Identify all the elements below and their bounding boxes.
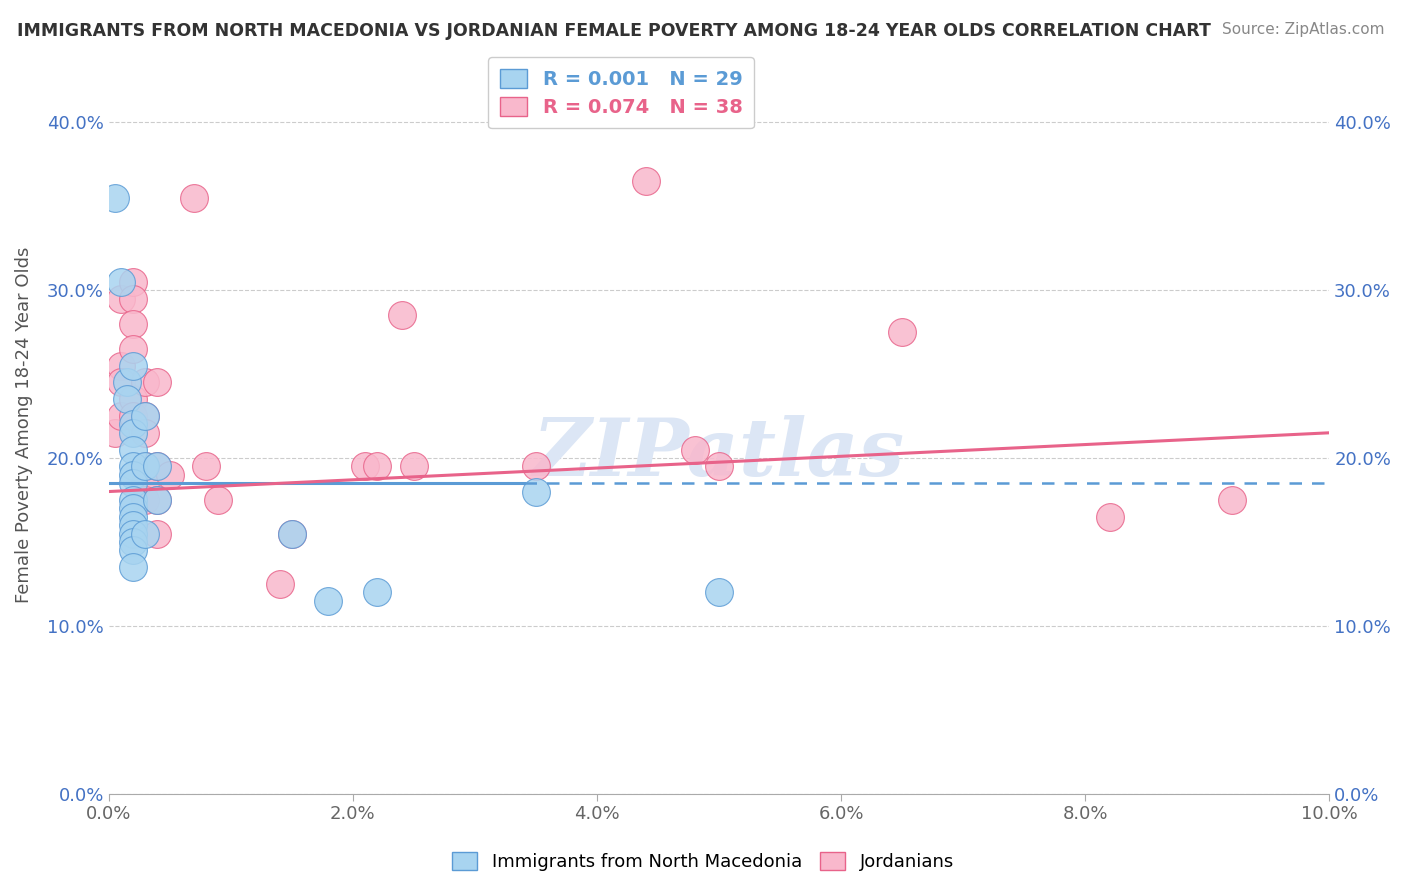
Point	[1220, 492, 1243, 507]
Point	[891, 325, 914, 339]
Point	[134, 409, 156, 423]
Point	[122, 425, 145, 440]
Point	[122, 501, 145, 516]
Point	[683, 442, 706, 457]
Legend: R = 0.001   N = 29, R = 0.074   N = 38: R = 0.001 N = 29, R = 0.074 N = 38	[488, 57, 754, 128]
Point	[115, 376, 138, 390]
Point	[122, 275, 145, 289]
Point	[146, 376, 169, 390]
Point	[134, 459, 156, 474]
Point	[134, 425, 156, 440]
Point	[318, 593, 340, 607]
Point	[122, 392, 145, 407]
Point	[122, 518, 145, 533]
Point	[195, 459, 218, 474]
Text: IMMIGRANTS FROM NORTH MACEDONIA VS JORDANIAN FEMALE POVERTY AMONG 18-24 YEAR OLD: IMMIGRANTS FROM NORTH MACEDONIA VS JORDA…	[17, 22, 1211, 40]
Point	[134, 476, 156, 491]
Point	[134, 376, 156, 390]
Point	[122, 543, 145, 558]
Point	[122, 476, 145, 491]
Point	[122, 509, 145, 524]
Point	[104, 425, 127, 440]
Point	[707, 459, 730, 474]
Point	[634, 174, 657, 188]
Point	[122, 467, 145, 482]
Text: ZIPatlas: ZIPatlas	[533, 415, 905, 492]
Point	[280, 526, 302, 541]
Point	[110, 292, 132, 306]
Point	[707, 585, 730, 599]
Point	[366, 459, 388, 474]
Point	[524, 484, 547, 499]
Point	[110, 409, 132, 423]
Point	[183, 191, 205, 205]
Point	[134, 492, 156, 507]
Point	[110, 275, 132, 289]
Point	[122, 526, 145, 541]
Text: Source: ZipAtlas.com: Source: ZipAtlas.com	[1222, 22, 1385, 37]
Point	[366, 585, 388, 599]
Point	[122, 409, 145, 423]
Legend: Immigrants from North Macedonia, Jordanians: Immigrants from North Macedonia, Jordani…	[444, 846, 962, 879]
Point	[391, 308, 413, 322]
Point	[524, 459, 547, 474]
Point	[354, 459, 377, 474]
Y-axis label: Female Poverty Among 18-24 Year Olds: Female Poverty Among 18-24 Year Olds	[15, 246, 32, 603]
Point	[122, 535, 145, 549]
Point	[134, 409, 156, 423]
Point	[1098, 509, 1121, 524]
Point	[122, 560, 145, 574]
Point	[146, 492, 169, 507]
Point	[122, 292, 145, 306]
Point	[110, 359, 132, 373]
Point	[207, 492, 229, 507]
Point	[110, 376, 132, 390]
Point	[122, 459, 145, 474]
Point	[122, 359, 145, 373]
Point	[146, 459, 169, 474]
Point	[122, 317, 145, 331]
Point	[269, 577, 291, 591]
Point	[146, 526, 169, 541]
Point	[134, 459, 156, 474]
Point	[122, 417, 145, 432]
Point	[402, 459, 425, 474]
Point	[134, 526, 156, 541]
Point	[146, 492, 169, 507]
Point	[122, 442, 145, 457]
Point	[280, 526, 302, 541]
Point	[104, 191, 127, 205]
Point	[122, 492, 145, 507]
Point	[146, 459, 169, 474]
Point	[115, 392, 138, 407]
Point	[159, 467, 181, 482]
Point	[122, 342, 145, 356]
